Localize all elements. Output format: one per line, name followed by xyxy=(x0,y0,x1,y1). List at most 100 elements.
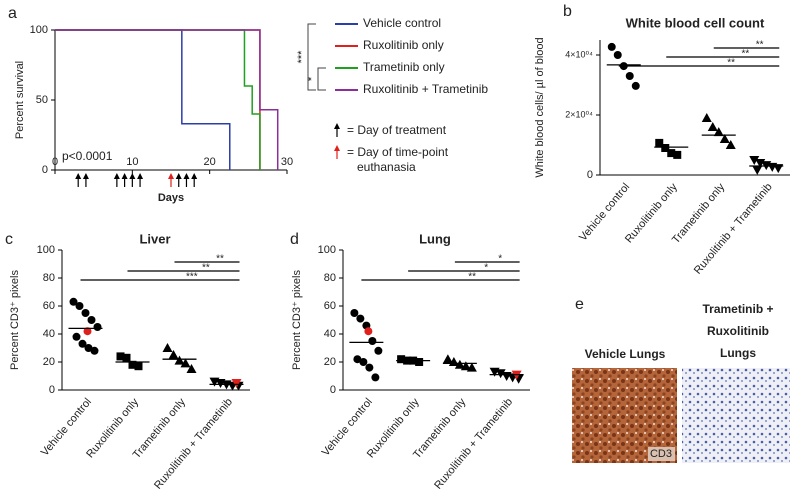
arrow-head xyxy=(82,173,89,179)
data-point xyxy=(466,362,477,372)
chart-title: Lung xyxy=(419,231,451,246)
x-tick-label: 20 xyxy=(204,156,216,168)
data-point xyxy=(78,339,87,348)
y-tick-label: 50 xyxy=(36,94,48,106)
arrow xyxy=(121,173,128,187)
y-tick-label: 40 xyxy=(324,328,336,340)
data-point xyxy=(701,113,712,122)
data-point xyxy=(442,354,453,364)
data-point xyxy=(613,51,622,59)
legend-label: Ruxolitinib only xyxy=(363,38,444,52)
stain-box xyxy=(648,447,675,461)
significance: ** xyxy=(216,254,224,265)
y-tick-label: 0 xyxy=(587,169,593,181)
arrow-head xyxy=(191,173,198,179)
data-point xyxy=(72,332,81,341)
y-tick-label: 0 xyxy=(42,164,48,176)
data-point xyxy=(353,355,362,364)
y-tick-label: 40 xyxy=(43,328,55,340)
arrow xyxy=(191,173,198,187)
data-point xyxy=(87,316,96,324)
significance: ** xyxy=(741,49,749,60)
data-point xyxy=(397,355,406,364)
data-point xyxy=(707,122,718,131)
y-tick-label: 20 xyxy=(43,356,55,368)
significance: ** xyxy=(727,58,735,69)
x-tick-label: Vehicle control xyxy=(39,396,94,459)
y-tick-label: 80 xyxy=(43,272,55,284)
arrow xyxy=(113,173,120,187)
arrow xyxy=(334,145,340,159)
x-axis-label: Days xyxy=(158,192,184,204)
arrow-head xyxy=(129,173,136,179)
y-axis-label: Percent survival xyxy=(14,61,26,139)
image-label: Lungs xyxy=(720,346,756,360)
data-point xyxy=(725,140,736,149)
data-point xyxy=(168,350,179,359)
data-point xyxy=(75,302,84,310)
y-tick-label: 2×10⁰⁴ xyxy=(565,109,593,119)
arrow-head xyxy=(334,145,340,151)
significance: * xyxy=(498,254,502,265)
significance: ** xyxy=(756,40,764,51)
stain-label: CD3 xyxy=(650,448,672,460)
data-point xyxy=(84,344,93,352)
arrow-head xyxy=(113,173,120,179)
arrow xyxy=(334,123,340,137)
bracket xyxy=(307,23,316,91)
data-point xyxy=(81,309,90,317)
significance: *** xyxy=(296,50,308,64)
arrow-head xyxy=(175,173,182,179)
data-point xyxy=(371,373,380,382)
data-point xyxy=(661,144,670,152)
arrow xyxy=(75,173,82,187)
data-point xyxy=(356,314,365,323)
y-tick-label: 0 xyxy=(330,384,336,396)
data-point xyxy=(350,309,359,317)
bracket xyxy=(317,67,326,91)
x-tick-label: Ruxolitinib + Trametinib xyxy=(152,396,235,491)
y-axis-label: Percent CD3⁺ pixels xyxy=(9,270,21,370)
panel-letter: a xyxy=(8,5,17,22)
y-tick-label: 100 xyxy=(318,244,336,256)
panel-letter: c xyxy=(5,231,13,248)
legend-label: Vehicle control xyxy=(363,16,441,30)
y-tick-label: 100 xyxy=(37,244,55,256)
data-point xyxy=(713,127,724,137)
x-tick-label: 30 xyxy=(281,156,293,168)
data-point xyxy=(122,353,131,362)
data-point xyxy=(415,358,424,366)
x-tick-label: Vehicle control xyxy=(577,181,632,244)
data-point xyxy=(359,358,368,366)
data-point xyxy=(69,297,78,306)
legend-label: euthanasia xyxy=(357,160,416,174)
y-tick-label: 60 xyxy=(43,300,55,312)
arrow-head xyxy=(75,173,82,179)
x-tick-label: Ruxolitinib + Trametinib xyxy=(432,396,515,491)
micrograph xyxy=(682,368,790,463)
y-tick-label: 20 xyxy=(324,356,336,368)
y-tick-label: 0 xyxy=(49,384,55,396)
image-label: Ruxolitinib xyxy=(707,324,769,338)
significance: *** xyxy=(186,272,198,283)
data-point xyxy=(365,363,374,372)
data-point xyxy=(368,337,377,345)
arrow xyxy=(168,173,174,187)
data-point xyxy=(752,165,763,175)
y-axis-label: White blood cells/ µl of blood xyxy=(534,37,546,177)
panel-letter: d xyxy=(290,231,299,248)
x-tick-label: 0 xyxy=(52,156,58,168)
arrow-head xyxy=(183,173,190,179)
data-point xyxy=(607,42,616,51)
data-point xyxy=(667,149,676,158)
data-point xyxy=(231,379,242,388)
data-point xyxy=(625,72,634,80)
x-tick-label: 10 xyxy=(126,156,138,168)
chart-title: White blood cell count xyxy=(626,15,765,30)
y-tick-label: 4×10⁰⁴ xyxy=(565,49,593,59)
data-point xyxy=(719,134,730,143)
image-label: Trametinib + xyxy=(702,302,773,316)
survival-line xyxy=(55,29,279,170)
data-point xyxy=(749,156,760,165)
